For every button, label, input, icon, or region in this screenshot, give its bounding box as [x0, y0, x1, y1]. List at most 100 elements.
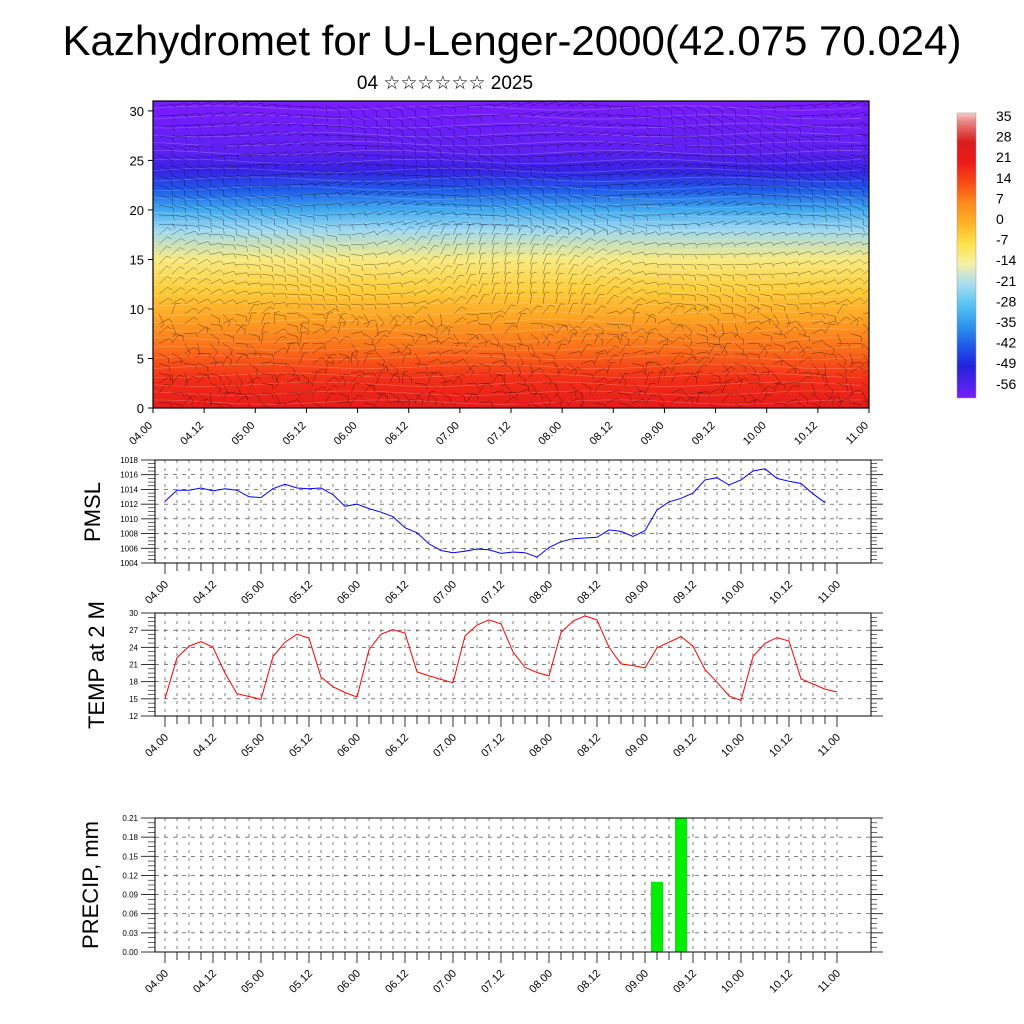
- wind-barb: [478, 262, 487, 275]
- wind-barb: [773, 175, 788, 185]
- wind-barb: [734, 242, 749, 247]
- wind-barb: [414, 363, 428, 370]
- wind-barb: [848, 383, 854, 398]
- wind-barb: [606, 141, 624, 146]
- wind-barb: [632, 160, 650, 166]
- wind-barb: [197, 194, 211, 206]
- wind-barb: [850, 133, 867, 139]
- pmsl-x-tick-label: 09.00: [623, 579, 651, 607]
- wind-barb: [670, 190, 688, 196]
- wind-barb: [696, 200, 714, 206]
- section-x-tick-label: 08.00: [536, 420, 564, 448]
- wind-barb: [414, 320, 429, 325]
- wind-barb: [645, 224, 661, 232]
- wind-barb: [158, 204, 174, 213]
- wind-barb: [824, 383, 834, 396]
- wind-barb: [632, 297, 647, 305]
- wind-barb: [696, 231, 711, 237]
- wind-barb: [760, 125, 775, 136]
- wind-barb: [824, 214, 840, 223]
- section-x-tick-label: 05.12: [281, 420, 309, 448]
- wind-barb: [530, 165, 545, 174]
- wind-barb: [555, 142, 573, 148]
- wind-barb: [478, 372, 493, 378]
- wind-barb: [722, 363, 730, 377]
- wind-barb: [491, 374, 504, 384]
- wind-barb: [376, 200, 394, 206]
- wind-barb: [389, 282, 403, 288]
- wind-barb: [850, 333, 862, 342]
- wind-barb: [453, 155, 467, 166]
- wind-barb: [325, 134, 342, 140]
- wind-barb: [619, 373, 627, 387]
- wind-barb: [338, 264, 350, 273]
- wind-barb: [248, 111, 266, 117]
- wind-barb: [850, 317, 864, 325]
- wind-barb: [248, 204, 263, 215]
- wind-barb: [274, 224, 288, 235]
- wind-barb: [299, 323, 310, 336]
- wind-barb: [670, 352, 685, 358]
- wind-barb: [184, 248, 199, 255]
- wind-barb: [722, 145, 737, 155]
- wind-barb: [376, 303, 390, 309]
- wind-barb: [376, 172, 394, 178]
- wind-barb: [401, 344, 414, 354]
- pmsl-x-tick-label: 04.12: [191, 579, 219, 607]
- wind-barb: [696, 303, 709, 312]
- wind-barb: [274, 204, 289, 214]
- wind-barb: [760, 318, 775, 325]
- wind-barb: [261, 214, 275, 225]
- wind-barb: [542, 333, 551, 347]
- wind-barb: [274, 141, 291, 146]
- wind-barb: [593, 333, 604, 344]
- wind-barb: [491, 242, 500, 255]
- wind-barb: [734, 353, 748, 360]
- wind-barb: [606, 194, 623, 201]
- wind-barb: [683, 264, 697, 270]
- wind-barb: [376, 313, 384, 327]
- wind-barb: [235, 165, 252, 171]
- wind-barb: [274, 402, 287, 408]
- temp-x-tick-label: 07.00: [431, 732, 459, 760]
- section-y-tick-label: 5: [137, 351, 144, 366]
- wind-barb: [824, 250, 839, 255]
- wind-barb: [402, 258, 416, 265]
- wind-barb: [568, 273, 578, 285]
- wind-barb: [517, 194, 531, 206]
- wind-barb: [261, 402, 271, 408]
- wind-barb: [645, 361, 659, 367]
- wind-barb: [158, 383, 171, 394]
- wind-barb: [850, 361, 864, 367]
- wind-barb: [402, 125, 416, 137]
- wind-barb: [657, 371, 666, 384]
- wind-barb: [312, 125, 329, 130]
- precip-x-tick-label: 08.12: [575, 968, 603, 996]
- chart-subtitle: 04 ☆☆☆☆☆☆ 2025: [356, 73, 534, 94]
- wind-barb: [363, 163, 381, 168]
- wind-barb: [786, 115, 802, 122]
- wind-barb: [312, 303, 326, 310]
- wind-barb: [581, 152, 599, 157]
- wind-barb: [504, 323, 518, 329]
- wind-barb: [274, 214, 289, 225]
- wind-barb: [350, 313, 360, 327]
- wind-barb: [619, 204, 636, 211]
- wind-barb: [286, 342, 296, 354]
- wind-barb: [747, 303, 759, 313]
- wind-barb: [824, 194, 838, 206]
- wind-barb: [376, 392, 388, 402]
- wind-barb: [338, 313, 346, 327]
- wind-barb: [210, 165, 226, 174]
- wind-barb: [376, 392, 387, 404]
- wind-barb: [274, 131, 291, 136]
- wind-barb: [171, 113, 189, 119]
- wind-barb: [325, 224, 341, 232]
- wind-barb: [722, 183, 739, 189]
- wind-barb: [709, 231, 724, 236]
- wind-barb: [722, 366, 736, 374]
- wind-barb: [325, 303, 338, 310]
- wind-barb: [504, 224, 521, 232]
- wind-barb: [261, 331, 268, 344]
- wind-barb: [299, 264, 311, 274]
